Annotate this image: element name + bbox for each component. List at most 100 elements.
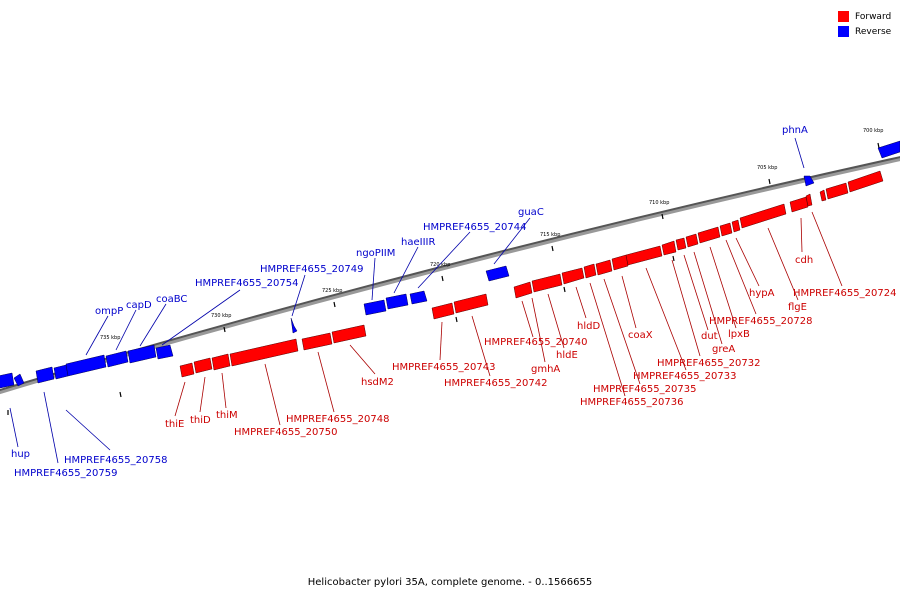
gene-label: hldE bbox=[556, 350, 578, 361]
gene-label: lpxB bbox=[728, 329, 750, 340]
tick-mark bbox=[563, 286, 566, 293]
gene-label: ompP bbox=[95, 306, 123, 317]
gene-reverse bbox=[127, 344, 157, 364]
gene-forward bbox=[719, 222, 733, 237]
legend-item-forward: Forward bbox=[838, 9, 891, 24]
gene-label: HMPREF4655_20740 bbox=[484, 337, 587, 348]
gene-reverse bbox=[155, 344, 174, 360]
gene-reverse bbox=[363, 299, 387, 316]
leader-line bbox=[575, 286, 587, 319]
gene-label: haeIIIR bbox=[401, 237, 435, 248]
gene-label: HMPREF4655_20750 bbox=[234, 427, 337, 438]
leader-line bbox=[521, 300, 534, 338]
gene-label: hup bbox=[11, 449, 30, 460]
gene-label: coaBC bbox=[156, 294, 187, 305]
legend-label-forward: Forward bbox=[855, 11, 892, 22]
tick-label: 730 kbp bbox=[211, 313, 231, 319]
tick-label: 735 kbp bbox=[100, 335, 120, 341]
gene-forward bbox=[561, 267, 585, 285]
leader-line bbox=[603, 278, 641, 385]
leader-line bbox=[221, 372, 227, 409]
leader-line bbox=[115, 309, 137, 351]
gene-reverse bbox=[485, 265, 510, 282]
leader-line bbox=[725, 239, 757, 315]
gene-forward bbox=[431, 302, 455, 320]
leader-line bbox=[199, 376, 206, 413]
gene-forward bbox=[611, 254, 629, 271]
gene-forward bbox=[625, 245, 663, 266]
gene-forward bbox=[531, 273, 563, 293]
leader-line bbox=[471, 315, 491, 377]
gene-forward bbox=[789, 196, 809, 213]
gene-forward bbox=[825, 182, 849, 200]
leader-line bbox=[43, 391, 59, 464]
gene-forward bbox=[739, 203, 787, 229]
gene-forward bbox=[513, 281, 533, 299]
gene-label: HMPREF4655_20759 bbox=[14, 468, 117, 479]
gene-forward bbox=[595, 259, 613, 276]
gene-forward bbox=[847, 170, 884, 193]
gene-label: thiM bbox=[216, 410, 238, 421]
gene-forward bbox=[675, 237, 687, 251]
gene-label: flgE bbox=[788, 302, 807, 313]
leader-line bbox=[589, 282, 626, 397]
leader-line bbox=[85, 315, 109, 356]
gene-forward bbox=[583, 263, 597, 279]
legend: Forward Reverse bbox=[838, 9, 891, 39]
gene-reverse bbox=[53, 364, 69, 380]
tick-mark bbox=[672, 255, 675, 262]
map-caption: Helicobacter pylori 35A, complete genome… bbox=[307, 577, 593, 588]
tick-mark bbox=[768, 178, 771, 185]
gene-forward bbox=[697, 226, 721, 244]
gene-label: HMPREF4655_20748 bbox=[286, 414, 389, 425]
gene-label: HMPREF4655_20724 bbox=[793, 288, 896, 299]
tick-label: 700 kbp bbox=[863, 128, 883, 134]
legend-label-reverse: Reverse bbox=[855, 26, 892, 37]
gene-label: HMPREF4655_20743 bbox=[392, 362, 495, 373]
gene-label: HMPREF4655_20744 bbox=[423, 222, 526, 233]
tick-mark bbox=[441, 275, 444, 282]
leader-line bbox=[417, 231, 471, 289]
leader-line bbox=[811, 211, 843, 287]
gene-forward bbox=[661, 240, 677, 256]
leader-line bbox=[139, 303, 167, 347]
gene-reverse bbox=[105, 350, 129, 368]
gene-forward bbox=[179, 362, 195, 378]
leader-line bbox=[161, 289, 241, 346]
gene-label: cdh bbox=[795, 255, 813, 266]
tick-mark bbox=[551, 245, 554, 252]
gene-forward bbox=[819, 189, 827, 202]
gene-reverse bbox=[13, 373, 25, 387]
gene-label: HMPREF4655_20732 bbox=[657, 358, 760, 369]
legend-item-reverse: Reverse bbox=[838, 24, 891, 39]
leader-line bbox=[767, 227, 799, 301]
gene-reverse bbox=[0, 372, 15, 389]
gene-forward bbox=[685, 233, 699, 248]
gene-reverse bbox=[409, 290, 428, 305]
legend-swatch-forward bbox=[838, 11, 849, 22]
leader-line bbox=[9, 407, 19, 448]
tick-mark bbox=[877, 142, 880, 149]
gene-label: HMPREF4655_20758 bbox=[64, 455, 167, 466]
gene-label: ngoPIIM bbox=[356, 248, 395, 259]
tick-mark bbox=[333, 301, 336, 308]
gene-label: HMPREF4655_20749 bbox=[260, 264, 363, 275]
leader-line bbox=[493, 217, 531, 265]
gene-label: hldD bbox=[577, 321, 600, 332]
gene-label: greA bbox=[712, 344, 735, 355]
leader-line bbox=[439, 321, 443, 361]
tick-mark bbox=[223, 326, 226, 333]
gene-label: guaC bbox=[518, 207, 544, 218]
tick-mark bbox=[455, 316, 458, 323]
tick-label: 720 kbp bbox=[430, 262, 450, 268]
gene-label: thiE bbox=[165, 419, 184, 430]
leader-line bbox=[531, 297, 546, 363]
leader-line bbox=[393, 246, 419, 294]
leader-line bbox=[547, 293, 565, 349]
leader-line bbox=[317, 351, 335, 413]
gene-label: HMPREF4655_20728 bbox=[709, 316, 812, 327]
leader-line bbox=[645, 267, 687, 371]
leader-line bbox=[264, 363, 281, 426]
leader-line bbox=[735, 237, 760, 287]
